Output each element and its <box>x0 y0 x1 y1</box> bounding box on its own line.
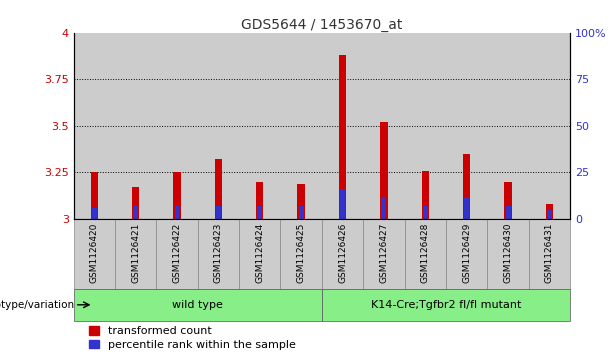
Bar <box>216 206 221 219</box>
Legend: transformed count, percentile rank within the sample: transformed count, percentile rank withi… <box>89 326 296 350</box>
Text: GSM1126427: GSM1126427 <box>379 223 389 283</box>
Text: GSM1126424: GSM1126424 <box>255 223 264 283</box>
FancyBboxPatch shape <box>487 219 528 289</box>
FancyBboxPatch shape <box>322 289 570 321</box>
FancyBboxPatch shape <box>239 219 281 289</box>
FancyBboxPatch shape <box>115 219 156 289</box>
Bar <box>281 33 322 219</box>
Bar <box>528 33 570 219</box>
Text: GSM1126426: GSM1126426 <box>338 223 347 283</box>
Bar <box>363 33 405 219</box>
Text: GSM1126422: GSM1126422 <box>172 223 181 283</box>
Bar <box>239 33 281 219</box>
Bar <box>173 172 181 219</box>
FancyBboxPatch shape <box>74 289 322 321</box>
Text: wild type: wild type <box>172 300 223 310</box>
Bar <box>504 182 512 219</box>
Text: GSM1126421: GSM1126421 <box>131 223 140 283</box>
Text: GSM1126428: GSM1126428 <box>421 223 430 283</box>
Bar <box>546 204 553 219</box>
Bar <box>132 187 139 219</box>
Bar <box>339 55 346 219</box>
Bar <box>299 206 303 219</box>
Text: GSM1126420: GSM1126420 <box>89 223 99 283</box>
Text: GSM1126425: GSM1126425 <box>297 223 306 283</box>
FancyBboxPatch shape <box>528 219 570 289</box>
Bar <box>133 206 138 219</box>
Bar <box>297 184 305 219</box>
Bar <box>446 33 487 219</box>
Text: GSM1126431: GSM1126431 <box>545 223 554 283</box>
FancyBboxPatch shape <box>363 219 405 289</box>
FancyBboxPatch shape <box>446 219 487 289</box>
Bar <box>215 159 222 219</box>
Bar <box>322 33 363 219</box>
Bar <box>423 206 428 219</box>
FancyBboxPatch shape <box>322 219 363 289</box>
Bar <box>506 206 511 219</box>
Bar <box>74 33 115 219</box>
Bar <box>487 33 528 219</box>
FancyBboxPatch shape <box>281 219 322 289</box>
Bar <box>405 33 446 219</box>
Text: genotype/variation: genotype/variation <box>0 300 74 310</box>
FancyBboxPatch shape <box>405 219 446 289</box>
Bar <box>464 197 469 219</box>
Bar <box>175 206 180 219</box>
Bar <box>257 206 262 219</box>
Text: K14-Cre;Tgfbr2 fl/fl mutant: K14-Cre;Tgfbr2 fl/fl mutant <box>371 300 521 310</box>
Bar <box>115 33 156 219</box>
Bar <box>547 209 552 219</box>
Bar <box>463 154 470 219</box>
FancyBboxPatch shape <box>197 219 239 289</box>
Bar <box>380 122 387 219</box>
Bar <box>422 171 429 219</box>
FancyBboxPatch shape <box>74 219 115 289</box>
Bar <box>91 172 98 219</box>
Text: GSM1126423: GSM1126423 <box>214 223 223 283</box>
Bar <box>197 33 239 219</box>
FancyBboxPatch shape <box>156 219 197 289</box>
Bar <box>256 182 264 219</box>
Bar <box>156 33 197 219</box>
Bar <box>92 208 97 219</box>
Bar <box>381 197 386 219</box>
Text: GSM1126429: GSM1126429 <box>462 223 471 283</box>
Title: GDS5644 / 1453670_at: GDS5644 / 1453670_at <box>241 18 403 32</box>
Bar <box>340 189 345 219</box>
Text: GSM1126430: GSM1126430 <box>503 223 512 283</box>
